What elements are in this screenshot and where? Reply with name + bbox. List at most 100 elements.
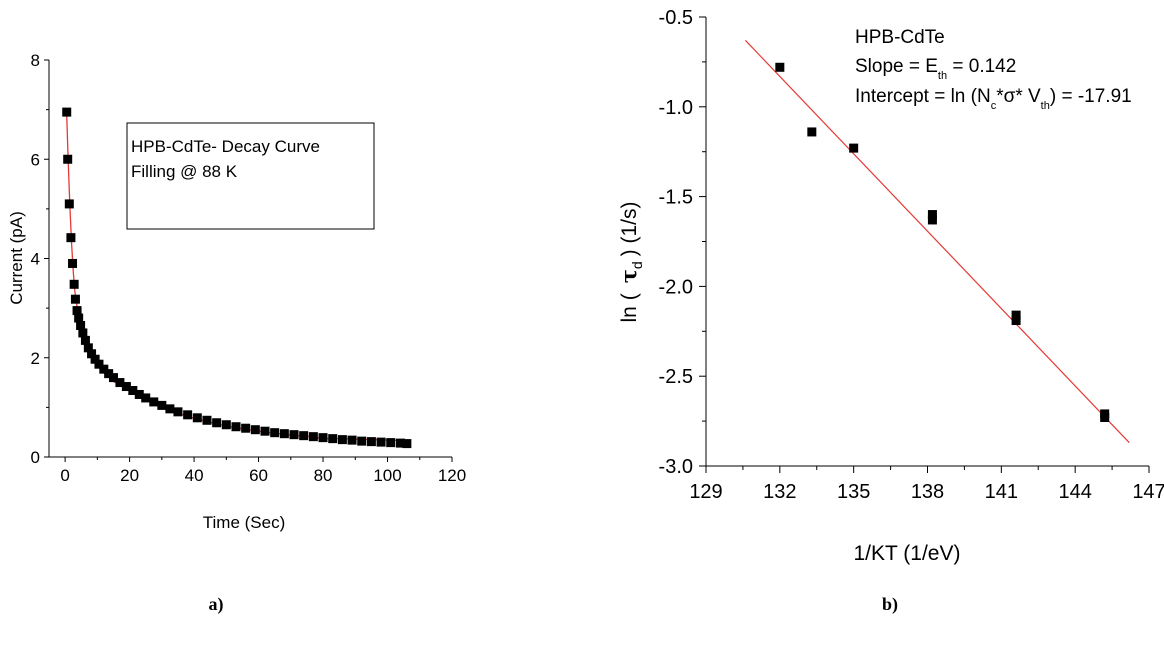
chart-a-legend-line-1: HPB-CdTe- Decay Curve <box>131 137 320 156</box>
chart-a-y-tick-label: 2 <box>31 349 40 368</box>
chart-a-legend-line-2: Filling @ 88 K <box>131 162 238 181</box>
chart-b-data-point <box>807 127 817 137</box>
chart-a-data-point <box>68 258 78 268</box>
chart-a-data-point <box>202 415 212 425</box>
chart-b-x-tick-label: 132 <box>763 481 796 503</box>
chart-a-x-tick-label: 80 <box>314 466 333 485</box>
chart-a-data-point <box>279 429 289 439</box>
chart-b-annotation-slope-sub: th <box>938 70 947 82</box>
chart-a-y-tick-label: 8 <box>31 51 40 70</box>
chart-a-data-point <box>72 306 82 316</box>
chart-b-axes <box>705 17 1149 467</box>
chart-a-data-point <box>347 435 357 445</box>
chart-b-annotation-intercept-pre: Intercept = ln (N <box>855 86 991 107</box>
chart-a-y-tick-label: 6 <box>31 150 40 169</box>
chart-a-data-point <box>87 349 97 359</box>
chart-a-x-tick-label: 120 <box>438 466 466 485</box>
chart-b-annotation-line-2: Slope = Eth = 0.142 <box>855 56 1016 82</box>
chart-b-data-point <box>1100 413 1110 423</box>
chart-a-data-point <box>78 328 88 338</box>
chart-a-legend-box: HPB-CdTe- Decay Curve Filling @ 88 K <box>126 122 375 230</box>
chart-a-data-point <box>386 438 396 448</box>
chart-a-data-point <box>299 431 309 441</box>
chart-a-data-point <box>402 439 412 449</box>
chart-a-y-tick-label: 0 <box>31 448 40 467</box>
chart-a-data-point <box>221 420 231 430</box>
chart-a-data-point <box>173 407 183 417</box>
chart-b-x-tick-label: 135 <box>837 481 870 503</box>
chart-b-annotation-intercept-post: ) = -17.91 <box>1050 86 1132 107</box>
chart-b-x-tick-label: 129 <box>689 481 722 503</box>
chart-a-data-point <box>74 313 84 323</box>
chart-a-x-axis-label: Time (Sec) <box>203 513 286 532</box>
chart-b-plot-area <box>744 39 1130 444</box>
chart-a-x-tick-label: 40 <box>185 466 204 485</box>
chart-a-data-point <box>62 107 72 117</box>
chart-a-y-tick-label: 4 <box>31 250 40 269</box>
chart-a-data-point <box>318 433 328 443</box>
chart-a-ticks: 0 20 40 60 80 100 120 0 2 4 6 8 <box>31 51 467 485</box>
chart-a-data-point <box>183 410 193 420</box>
chart-b-y-tick-label: -1.5 <box>659 187 693 209</box>
chart-a-data-point <box>64 199 74 209</box>
chart-b-annotation-intercept-sub1: c <box>991 100 997 112</box>
chart-b: 129 132 135 138 141 144 147 -3.0 -2.5 -2.0 -1.5 -1.… <box>616 7 1164 615</box>
chart-a-data-point <box>308 432 318 442</box>
chart-a-data-point <box>270 428 280 438</box>
chart-b-fit-line <box>744 39 1130 444</box>
chart-b-y-label-sub: d <box>629 261 645 269</box>
chart-a-data-point <box>121 382 131 392</box>
chart-b-data-point <box>927 215 937 225</box>
chart-a-x-tick-label: 0 <box>60 466 69 485</box>
chart-a-data-point <box>115 378 125 388</box>
chart-a-data-point <box>108 373 118 383</box>
chart-b-x-tick-label: 138 <box>911 481 944 503</box>
chart-b-annotation-line-3: Intercept = ln (Nc*σ* Vth) = -17.91 <box>855 86 1132 112</box>
chart-a: 0 20 40 60 80 100 120 0 2 4 6 8 Time (Sec) Current … <box>7 51 466 615</box>
chart-b-x-tick-label: 144 <box>1058 481 1091 503</box>
chart-b-data-point <box>849 143 859 153</box>
chart-b-x-tick-label: 147 <box>1132 481 1164 503</box>
chart-a-data-point <box>157 400 167 410</box>
chart-b-data-point <box>1011 316 1021 326</box>
chart-a-data-point <box>231 422 241 432</box>
chart-a-data-point <box>69 279 79 289</box>
chart-a-data-point <box>328 434 338 444</box>
chart-b-data-point <box>927 210 937 220</box>
chart-b-annotation-intercept-sub2: th <box>1041 100 1050 112</box>
chart-b-ticks: 129 132 135 138 141 144 147 -3.0 -2.5 -2.0 -1.5 -1.… <box>659 7 1164 503</box>
chart-b-data-points <box>775 62 1110 423</box>
chart-b-y-tick-label: -1.0 <box>659 97 693 119</box>
chart-a-data-point <box>260 426 270 436</box>
chart-b-y-label-pre: ln ( <box>618 293 641 322</box>
chart-b-y-tick-label: -3.0 <box>659 456 693 478</box>
chart-b-data-point <box>775 62 785 72</box>
chart-b-annotation-slope-pre: Slope = E <box>855 56 938 77</box>
chart-a-data-point <box>212 418 222 428</box>
chart-a-plot-area <box>62 107 412 449</box>
chart-a-data-point <box>395 438 405 448</box>
chart-a-data-point <box>128 386 138 396</box>
chart-b-y-axis-label: ln (τd) (1/s) <box>616 202 645 323</box>
chart-b-x-tick-label: 141 <box>985 481 1018 503</box>
chart-b-x-axis-label: 1/KT (1/eV) <box>854 542 961 565</box>
chart-a-data-point <box>80 335 90 345</box>
chart-b-y-label-post: ) (1/s) <box>618 202 641 257</box>
chart-a-axes <box>48 60 452 458</box>
chart-a-data-point <box>192 413 202 423</box>
chart-a-data-point <box>141 393 151 403</box>
chart-a-data-points <box>62 107 412 449</box>
chart-a-data-point <box>337 435 347 445</box>
panel-a-label: a) <box>209 594 224 615</box>
chart-a-data-point <box>241 423 251 433</box>
chart-a-x-tick-label: 20 <box>120 466 139 485</box>
chart-a-data-point <box>104 369 114 379</box>
chart-a-data-point <box>63 154 73 164</box>
chart-b-fit-lines <box>744 39 1130 444</box>
chart-a-y-axis-label: Current (pA) <box>7 211 26 305</box>
chart-a-data-point <box>149 397 159 407</box>
chart-a-x-tick-label: 60 <box>249 466 268 485</box>
chart-a-data-point <box>66 233 76 243</box>
chart-a-data-point <box>250 425 260 435</box>
chart-a-data-point <box>357 436 367 446</box>
